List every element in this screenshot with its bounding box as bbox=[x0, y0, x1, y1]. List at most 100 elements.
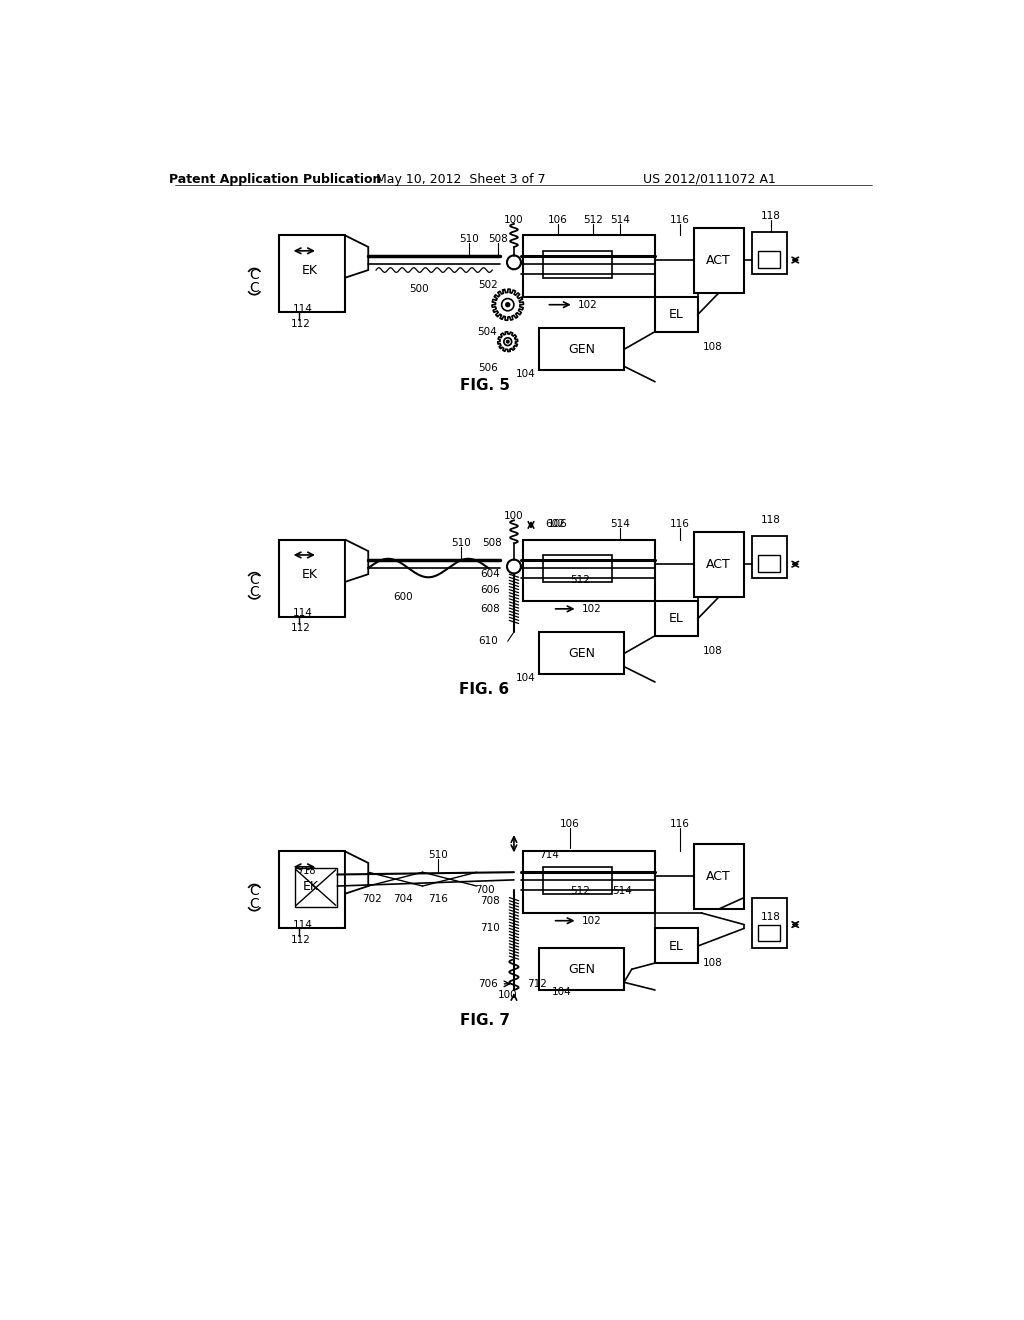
Text: 112: 112 bbox=[291, 623, 310, 634]
Text: 514: 514 bbox=[610, 215, 630, 224]
Text: 114: 114 bbox=[293, 304, 313, 314]
Bar bbox=[758, 924, 779, 941]
Bar bbox=[693, 227, 744, 293]
Text: 108: 108 bbox=[703, 958, 723, 968]
Text: 604: 604 bbox=[480, 569, 500, 579]
Text: GEN: GEN bbox=[568, 647, 595, 660]
Bar bbox=[543, 251, 612, 277]
Bar bbox=[523, 851, 655, 913]
Circle shape bbox=[507, 560, 521, 573]
Text: Patent Application Publication: Patent Application Publication bbox=[169, 173, 381, 186]
Text: 118: 118 bbox=[761, 515, 781, 525]
Text: 116: 116 bbox=[670, 519, 690, 529]
Text: 112: 112 bbox=[291, 319, 310, 329]
Circle shape bbox=[502, 298, 514, 310]
Text: C: C bbox=[250, 281, 259, 294]
Text: 512: 512 bbox=[569, 887, 590, 896]
Text: C: C bbox=[250, 896, 259, 911]
Text: 716: 716 bbox=[428, 894, 447, 904]
Text: 106: 106 bbox=[548, 519, 568, 529]
Text: 118: 118 bbox=[761, 912, 781, 921]
Text: C: C bbox=[250, 884, 259, 899]
Polygon shape bbox=[345, 540, 369, 582]
Bar bbox=[523, 540, 655, 601]
Text: 710: 710 bbox=[480, 924, 500, 933]
Text: 704: 704 bbox=[393, 894, 413, 904]
Text: 108: 108 bbox=[703, 342, 723, 352]
Text: 514: 514 bbox=[612, 887, 632, 896]
Bar bbox=[752, 898, 786, 948]
Text: 100: 100 bbox=[504, 215, 523, 224]
Text: 606: 606 bbox=[480, 585, 500, 594]
Text: C: C bbox=[250, 268, 259, 282]
Text: 508: 508 bbox=[488, 234, 508, 244]
Text: EK: EK bbox=[302, 264, 318, 277]
Text: FIG. 7: FIG. 7 bbox=[460, 1014, 510, 1028]
Bar bbox=[280, 851, 345, 928]
Text: 104: 104 bbox=[515, 673, 536, 684]
Circle shape bbox=[504, 338, 512, 346]
Text: 510: 510 bbox=[428, 850, 447, 861]
Bar bbox=[758, 251, 779, 268]
Text: 104: 104 bbox=[552, 986, 571, 997]
Text: 102: 102 bbox=[582, 916, 601, 925]
Text: 610: 610 bbox=[478, 636, 499, 647]
Bar bbox=[539, 632, 624, 675]
Text: 700: 700 bbox=[475, 884, 495, 895]
Text: FIG. 5: FIG. 5 bbox=[460, 378, 510, 393]
Text: ACT: ACT bbox=[707, 557, 731, 570]
Text: 514: 514 bbox=[610, 519, 630, 529]
Text: 106: 106 bbox=[548, 215, 568, 224]
Circle shape bbox=[507, 256, 521, 269]
Text: EL: EL bbox=[669, 940, 683, 953]
Text: C: C bbox=[250, 585, 259, 599]
Text: EK: EK bbox=[302, 879, 318, 892]
Circle shape bbox=[506, 302, 510, 306]
Bar bbox=[758, 554, 779, 572]
Text: 100: 100 bbox=[498, 990, 517, 1001]
Text: 116: 116 bbox=[670, 215, 690, 224]
Text: 708: 708 bbox=[480, 896, 500, 907]
Circle shape bbox=[507, 341, 509, 343]
Bar bbox=[655, 297, 697, 331]
Text: 102: 102 bbox=[582, 603, 601, 614]
Text: 118: 118 bbox=[761, 211, 781, 222]
Polygon shape bbox=[345, 851, 369, 894]
Text: ACT: ACT bbox=[707, 253, 731, 267]
Text: 706: 706 bbox=[478, 979, 499, 989]
Bar bbox=[539, 948, 624, 990]
Text: 112: 112 bbox=[291, 935, 310, 945]
Text: C: C bbox=[250, 573, 259, 586]
Text: 712: 712 bbox=[527, 979, 547, 989]
Text: 100: 100 bbox=[504, 511, 523, 521]
Text: 104: 104 bbox=[515, 370, 536, 379]
Text: EL: EL bbox=[669, 308, 683, 321]
Text: 114: 114 bbox=[293, 920, 313, 929]
Text: EL: EL bbox=[669, 612, 683, 626]
Bar bbox=[655, 928, 697, 964]
Text: 114: 114 bbox=[293, 607, 313, 618]
Bar bbox=[655, 601, 697, 636]
Text: 512: 512 bbox=[569, 574, 590, 585]
Bar bbox=[693, 843, 744, 909]
Text: May 10, 2012  Sheet 3 of 7: May 10, 2012 Sheet 3 of 7 bbox=[377, 173, 546, 186]
Text: 502: 502 bbox=[478, 280, 499, 290]
Text: 510: 510 bbox=[452, 539, 471, 548]
Bar bbox=[539, 327, 624, 370]
Text: ACT: ACT bbox=[707, 870, 731, 883]
Text: 500: 500 bbox=[409, 284, 428, 294]
Bar bbox=[752, 536, 786, 578]
Text: 714: 714 bbox=[539, 850, 559, 861]
Bar bbox=[280, 540, 345, 616]
Text: FIG. 6: FIG. 6 bbox=[460, 682, 510, 697]
Text: 702: 702 bbox=[362, 894, 382, 904]
Text: 510: 510 bbox=[459, 234, 479, 244]
Text: 508: 508 bbox=[482, 539, 502, 548]
Bar bbox=[752, 231, 786, 275]
Text: 600: 600 bbox=[393, 593, 413, 602]
Polygon shape bbox=[345, 235, 369, 277]
Text: US 2012/0111072 A1: US 2012/0111072 A1 bbox=[643, 173, 776, 186]
Text: 504: 504 bbox=[477, 326, 497, 337]
Text: 608: 608 bbox=[480, 603, 500, 614]
Text: GEN: GEN bbox=[568, 962, 595, 975]
